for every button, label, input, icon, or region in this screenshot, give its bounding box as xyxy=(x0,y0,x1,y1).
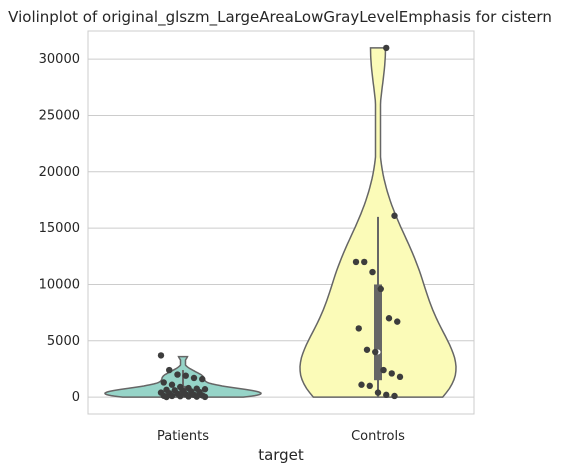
data-point xyxy=(388,370,395,377)
data-point xyxy=(377,285,384,293)
data-point xyxy=(374,389,382,396)
data-point xyxy=(160,379,167,386)
data-point xyxy=(352,258,360,266)
y-tick-label: 30000 xyxy=(39,52,80,67)
data-point xyxy=(182,372,189,379)
data-point xyxy=(380,366,387,374)
x-axis-label: target xyxy=(258,446,304,464)
chart-title: Violinplot of original_glszm_LargeAreaLo… xyxy=(8,8,552,27)
data-point xyxy=(177,393,184,400)
data-point xyxy=(358,381,365,388)
y-tick-label: 20000 xyxy=(39,165,80,180)
data-point xyxy=(190,374,198,382)
data-point xyxy=(168,392,176,400)
data-point xyxy=(199,375,206,383)
violins xyxy=(104,44,457,401)
y-tick-labels: 0 5000 10000 15000 20000 25000 30000 xyxy=(39,52,80,405)
data-point xyxy=(355,325,362,332)
data-point xyxy=(166,366,173,374)
data-point xyxy=(372,348,379,356)
data-point xyxy=(185,393,192,400)
data-point xyxy=(363,346,371,353)
x-tick-label: Patients xyxy=(157,429,209,444)
y-tick-label: 15000 xyxy=(39,221,80,236)
data-point xyxy=(366,382,373,390)
y-tick-label: 25000 xyxy=(39,108,80,123)
x-tick-label: Controls xyxy=(351,429,405,444)
iqr-box xyxy=(374,284,382,381)
y-tick-label: 0 xyxy=(72,390,80,405)
data-point xyxy=(201,393,209,401)
data-point xyxy=(383,391,390,399)
data-point xyxy=(394,318,401,325)
y-tick-label: 10000 xyxy=(39,277,80,292)
data-point xyxy=(391,212,398,219)
data-point xyxy=(396,373,404,381)
x-tick-labels: Patients Controls xyxy=(157,429,405,444)
data-point xyxy=(168,381,176,388)
data-point xyxy=(383,44,390,52)
data-point xyxy=(369,268,376,276)
y-tick-label: 5000 xyxy=(47,334,80,349)
data-point xyxy=(193,393,200,400)
data-point xyxy=(361,258,368,266)
data-point xyxy=(157,352,165,359)
data-point xyxy=(163,393,170,401)
data-point xyxy=(391,392,398,400)
plot-area-border xyxy=(87,30,475,415)
data-point xyxy=(174,371,181,378)
data-point xyxy=(201,386,209,393)
data-point xyxy=(385,315,393,322)
